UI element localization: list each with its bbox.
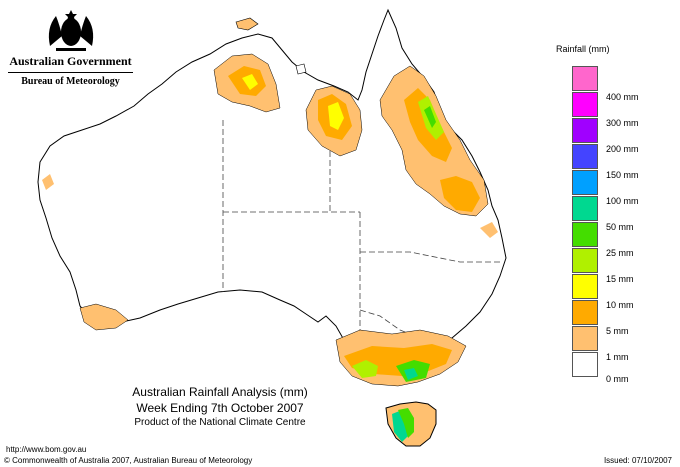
legend-swatch-1	[572, 326, 598, 351]
title-line-3: Product of the National Climate Centre	[134, 417, 306, 428]
legend-label-1: 1 mm	[606, 352, 629, 362]
title-line-2: Week Ending 7th October 2007	[136, 401, 304, 415]
bureau-name: Bureau of Meteorology	[21, 76, 120, 87]
legend-label-300: 300 mm	[606, 118, 639, 128]
map-title: Australian Rainfall Analysis (mm) Week E…	[100, 385, 340, 428]
legend-swatch-10	[572, 274, 598, 299]
legend-swatch-15	[572, 248, 598, 273]
legend-swatch-150	[572, 144, 598, 169]
legend-label-25: 25 mm	[606, 248, 634, 258]
legend-label-200: 200 mm	[606, 144, 639, 154]
legend-label-400: 400 mm	[606, 92, 639, 102]
legend-swatch-5	[572, 300, 598, 325]
legend-swatch-400	[572, 66, 598, 91]
logo-divider	[8, 72, 133, 73]
rainfall-patches	[42, 53, 498, 387]
tasmania-rain-high	[392, 410, 410, 442]
legend-label-0: 0 mm	[606, 374, 629, 384]
copyright-text: © Commonwealth of Australia 2007, Austra…	[4, 456, 253, 465]
title-line-1: Australian Rainfall Analysis (mm)	[132, 385, 308, 399]
legend-label-50: 50 mm	[606, 222, 634, 232]
government-name: Australian Government	[9, 54, 132, 68]
legend-swatch-100	[572, 170, 598, 195]
tasmania-rain-mid	[398, 408, 414, 438]
legend-label-10: 10 mm	[606, 300, 634, 310]
bom-url[interactable]: http://www.bom.gov.au	[6, 445, 87, 454]
legend-swatch-300	[572, 92, 598, 117]
legend-label-150: 150 mm	[606, 170, 639, 180]
legend-swatch-200	[572, 118, 598, 143]
issued-date: Issued: 07/10/2007	[603, 456, 672, 465]
legend-swatch-25	[572, 222, 598, 247]
government-logo: Australian Government Bureau of Meteorol…	[8, 8, 133, 87]
legend-label-100: 100 mm	[606, 196, 639, 206]
legend-swatch-0	[572, 352, 598, 377]
legend-swatch-50	[572, 196, 598, 221]
legend-label-15: 15 mm	[606, 274, 634, 284]
legend-label-5: 5 mm	[606, 326, 629, 336]
legend-title: Rainfall (mm)	[556, 44, 610, 54]
coat-of-arms-icon	[48, 10, 93, 51]
groote-island	[295, 63, 307, 75]
melville-island	[235, 17, 259, 31]
